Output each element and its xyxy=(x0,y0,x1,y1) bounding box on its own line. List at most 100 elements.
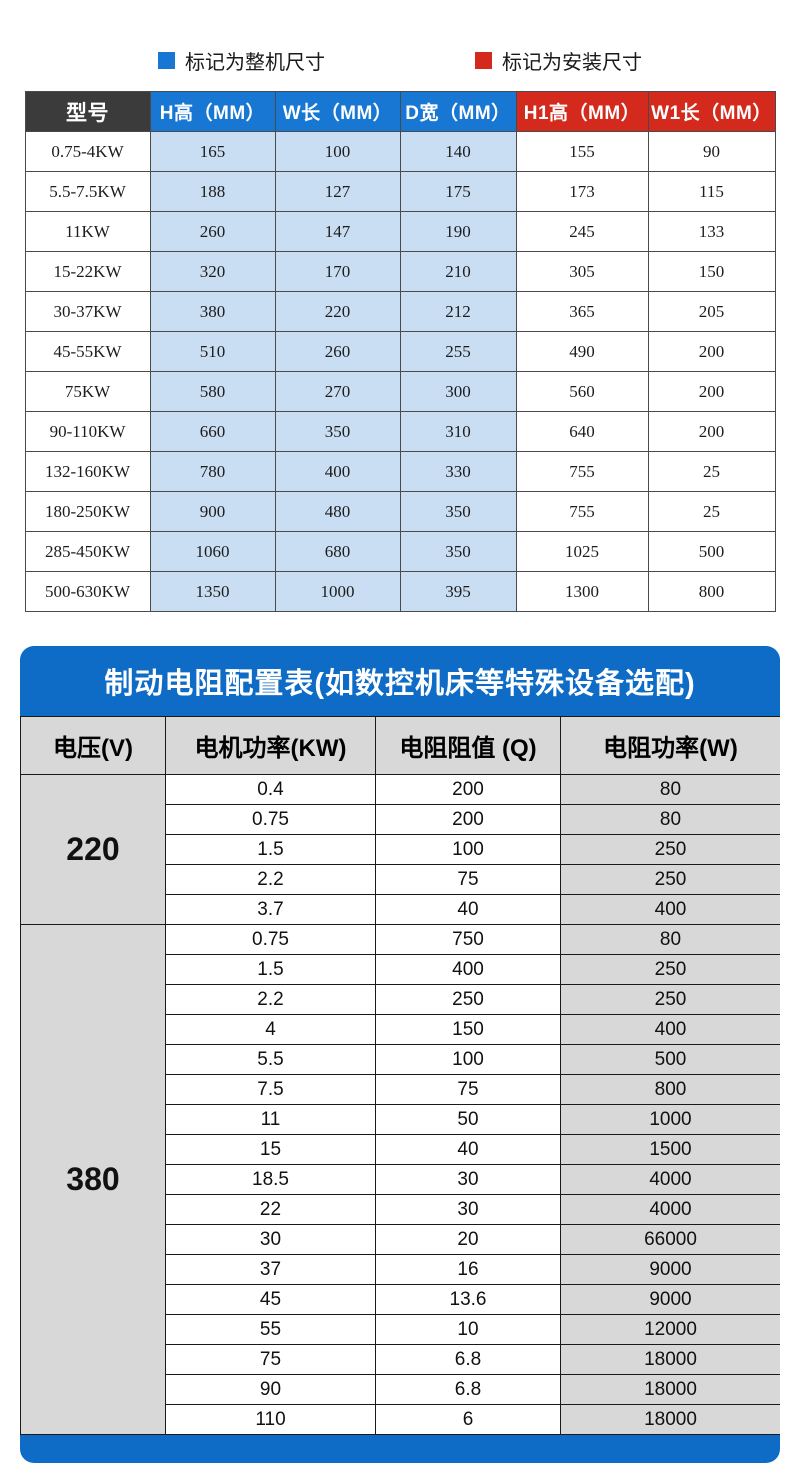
value-cell: 115 xyxy=(647,171,776,212)
value-cell: 212 xyxy=(399,291,517,332)
model-cell: 45-55KW xyxy=(24,331,151,372)
value-cell: 140 xyxy=(399,131,517,172)
value-cell: 1350 xyxy=(149,571,276,612)
value-cell: 350 xyxy=(399,491,517,532)
column-header-motor-power: 电机功率(KW) xyxy=(165,716,376,775)
value-cell: 80 xyxy=(560,804,780,835)
value-cell: 165 xyxy=(149,131,276,172)
value-cell: 4 xyxy=(165,1014,376,1045)
value-cell: 0.75 xyxy=(165,924,376,955)
value-cell: 18000 xyxy=(560,1374,780,1405)
value-cell: 680 xyxy=(274,531,401,572)
value-cell: 1.5 xyxy=(165,834,376,865)
dimension-table-body: 0.75-4KW 165 100 140 155 90 5.5-7.5KW 188 127 175… xyxy=(24,131,776,612)
table-row: 7.5 75 800 xyxy=(21,1074,780,1105)
value-cell: 9000 xyxy=(560,1284,780,1315)
resistor-table-body: 220 0.4 200 80 0.75 200 80 1.5 100 250 2.2 75 250 3.7… xyxy=(20,774,780,1435)
value-cell: 250 xyxy=(375,984,561,1015)
value-cell: 245 xyxy=(515,211,649,252)
model-cell: 5.5-7.5KW xyxy=(24,171,151,212)
value-cell: 30 xyxy=(165,1224,376,1255)
value-cell: 2.2 xyxy=(165,864,376,895)
value-cell: 755 xyxy=(515,451,649,492)
value-cell: 50 xyxy=(375,1104,561,1135)
table-row: 3.7 40 400 xyxy=(21,894,780,925)
value-cell: 11 xyxy=(165,1104,376,1135)
table-row: 5.5-7.5KW 188 127 175 173 115 xyxy=(24,171,776,212)
column-header-resistance: 电阻阻值 (Q) xyxy=(375,716,561,775)
value-cell: 200 xyxy=(647,331,776,372)
value-cell: 170 xyxy=(274,251,401,292)
value-cell: 15 xyxy=(165,1134,376,1165)
value-cell: 4000 xyxy=(560,1194,780,1225)
value-cell: 260 xyxy=(274,331,401,372)
value-cell: 1025 xyxy=(515,531,649,572)
value-cell: 330 xyxy=(399,451,517,492)
dimension-table: 型号 H高（MM） W长（MM） D宽（MM） H1高（MM） W1长（MM） … xyxy=(24,91,776,612)
resistor-table-title: 制动电阻配置表(如数控机床等特殊设备选配) xyxy=(104,668,696,700)
value-cell: 22 xyxy=(165,1194,376,1225)
value-cell: 750 xyxy=(375,924,561,955)
value-cell: 400 xyxy=(560,894,780,925)
value-cell: 350 xyxy=(399,531,517,572)
value-cell: 2.2 xyxy=(165,984,376,1015)
blue-swatch-icon xyxy=(158,52,175,69)
column-header-h1-height: H1高（MM） xyxy=(515,91,649,132)
value-cell: 18000 xyxy=(560,1344,780,1375)
value-cell: 580 xyxy=(149,371,276,412)
value-cell: 40 xyxy=(375,894,561,925)
value-cell: 80 xyxy=(560,924,780,955)
value-cell: 260 xyxy=(149,211,276,252)
table-row: 1.5 100 250 xyxy=(21,834,780,865)
table-row: 30 20 66000 xyxy=(21,1224,780,1255)
model-cell: 15-22KW xyxy=(24,251,151,292)
value-cell: 1500 xyxy=(560,1134,780,1165)
value-cell: 200 xyxy=(375,774,561,805)
value-cell: 20 xyxy=(375,1224,561,1255)
table-row: 180-250KW 900 480 350 755 25 xyxy=(24,491,776,532)
value-cell: 400 xyxy=(274,451,401,492)
value-cell: 110 xyxy=(165,1404,376,1435)
table-row: 15-22KW 320 170 210 305 150 xyxy=(24,251,776,292)
value-cell: 500 xyxy=(647,531,776,572)
value-cell: 75 xyxy=(165,1344,376,1375)
value-cell: 75 xyxy=(375,1074,561,1105)
value-cell: 12000 xyxy=(560,1314,780,1345)
value-cell: 150 xyxy=(375,1014,561,1045)
table-row: 45-55KW 510 260 255 490 200 xyxy=(24,331,776,372)
table-row: 45 13.6 9000 xyxy=(21,1284,780,1315)
value-cell: 200 xyxy=(647,411,776,452)
value-cell: 350 xyxy=(274,411,401,452)
value-cell: 40 xyxy=(375,1134,561,1165)
model-cell: 90-110KW xyxy=(24,411,151,452)
value-cell: 255 xyxy=(399,331,517,372)
table-row: 285-450KW 1060 680 350 1025 500 xyxy=(24,531,776,572)
value-cell: 800 xyxy=(560,1074,780,1105)
value-cell: 310 xyxy=(399,411,517,452)
value-cell: 100 xyxy=(375,1044,561,1075)
value-cell: 755 xyxy=(515,491,649,532)
value-cell: 16 xyxy=(375,1254,561,1285)
value-cell: 55 xyxy=(165,1314,376,1345)
value-cell: 500 xyxy=(560,1044,780,1075)
table-row: 75 6.8 18000 xyxy=(21,1344,780,1375)
value-cell: 6.8 xyxy=(375,1344,561,1375)
column-header-model: 型号 xyxy=(24,91,151,132)
table-row: 37 16 9000 xyxy=(21,1254,780,1285)
value-cell: 45 xyxy=(165,1284,376,1315)
value-cell: 147 xyxy=(274,211,401,252)
model-cell: 0.75-4KW xyxy=(24,131,151,172)
value-cell: 380 xyxy=(149,291,276,332)
value-cell: 190 xyxy=(399,211,517,252)
value-cell: 25 xyxy=(647,491,776,532)
value-cell: 18.5 xyxy=(165,1164,376,1195)
value-cell: 780 xyxy=(149,451,276,492)
value-cell: 200 xyxy=(647,371,776,412)
value-cell: 18000 xyxy=(560,1404,780,1435)
legend-install-label: 标记为安装尺寸 xyxy=(502,52,642,74)
value-cell: 1060 xyxy=(149,531,276,572)
value-cell: 173 xyxy=(515,171,649,212)
value-cell: 250 xyxy=(560,984,780,1015)
table-row: 55 10 12000 xyxy=(21,1314,780,1345)
value-cell: 37 xyxy=(165,1254,376,1285)
